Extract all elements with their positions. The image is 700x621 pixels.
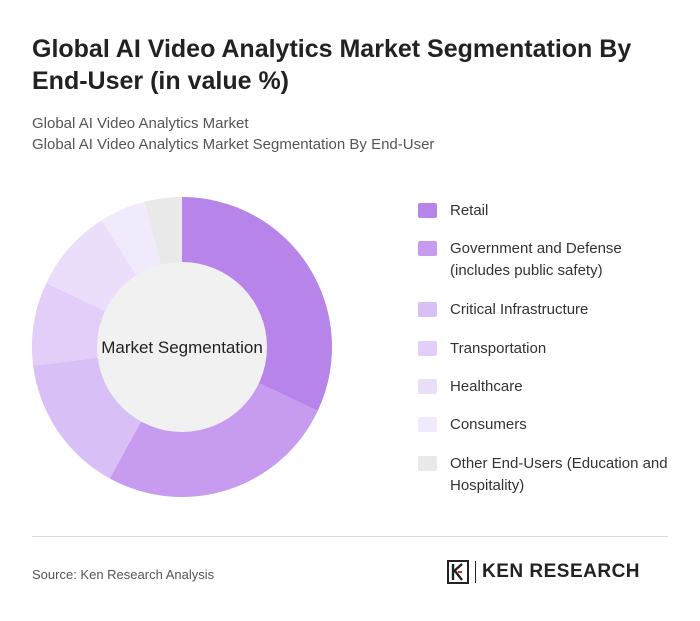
legend-swatch [418, 341, 437, 356]
ken-research-logo-icon [447, 560, 469, 584]
subtitle-line-2: Global AI Video Analytics Market Segment… [32, 136, 435, 153]
legend-item-4: Transportation [418, 338, 678, 360]
chart-subtitle: Global AI Video Analytics Market Global … [32, 113, 672, 155]
legend-swatch [418, 417, 437, 432]
legend-swatch [418, 379, 437, 394]
footer-divider [32, 536, 668, 537]
legend-item-7: Other End-Users (Education and Hospitali… [418, 453, 678, 497]
chart-title: Global AI Video Analytics Market Segment… [32, 35, 632, 95]
legend-label: Government and Defense (includes public … [450, 240, 622, 279]
logo-separator [475, 561, 476, 583]
legend-swatch [418, 241, 437, 256]
legend-label: Critical Infrastructure [450, 301, 589, 318]
legend-label: Transportation [450, 340, 547, 357]
legend-label: Consumers [450, 416, 527, 433]
donut-chart: Market Segmentation [32, 197, 332, 498]
legend-swatch [418, 456, 437, 471]
legend-item-5: Healthcare [418, 376, 678, 398]
logo-text: KEN RESEARCH [482, 561, 641, 582]
legend-label: Retail [450, 202, 489, 219]
legend-label: Healthcare [450, 378, 523, 395]
legend-label: Other End-Users (Education and Hospitali… [450, 455, 668, 494]
legend-item-2: Government and Defense (includes public … [418, 238, 678, 282]
subtitle-line-1: Global AI Video Analytics Market [32, 115, 249, 132]
legend-swatch [418, 302, 437, 317]
ken-research-logo: KEN RESEARCH [447, 560, 640, 584]
legend-item-6: Consumers [418, 414, 678, 436]
source-note: Source: Ken Research Analysis [32, 567, 215, 582]
center-label: Market Segmentation [101, 338, 263, 357]
legend-item-3: Critical Infrastructure [418, 299, 678, 321]
legend-item-1: Retail [418, 200, 678, 222]
legend-swatch [418, 203, 437, 218]
donut-hole [97, 262, 267, 432]
